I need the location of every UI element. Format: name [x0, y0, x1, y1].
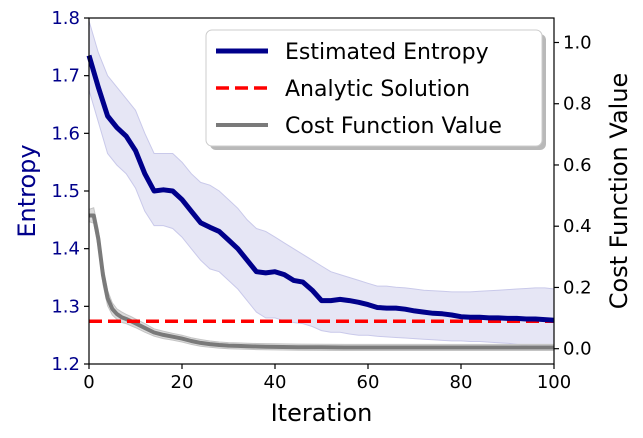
cost-function-line: [89, 213, 554, 350]
axes: 0 20 40 60 80 100 1.2 1.3 1.4 1.5 1.6 1.7 1.8 0.0 0.2 0…: [13, 8, 633, 427]
y-tick-label: 1.8: [51, 8, 80, 29]
legend-label: Estimated Entropy: [285, 40, 489, 65]
x-tick-label: 20: [171, 372, 194, 393]
y-tick-label: 1.2: [51, 354, 80, 375]
y-axis-title: Entropy: [13, 144, 41, 237]
x-tick-label: 40: [264, 372, 287, 393]
x-tick-label: 80: [450, 372, 473, 393]
legend: Estimated Entropy Analytic Solution Cost F…: [205, 29, 546, 150]
x-axis-title: Iteration: [271, 399, 373, 427]
series-lines: [86, 54, 555, 350]
legend-label: Cost Function Value: [285, 114, 502, 139]
y-tick-label: 1.3: [51, 296, 80, 317]
y-tick-label: 1.5: [51, 181, 80, 202]
y-tick-label: 1.7: [51, 66, 80, 87]
y-tick-label: 1.4: [51, 239, 80, 260]
y2-tick-label: 0.2: [563, 277, 592, 298]
estimated-entropy-line: [86, 54, 555, 323]
y-tick-label: 1.6: [51, 123, 80, 144]
y2-tick-label: 0.0: [563, 339, 592, 360]
y2-axis-title: Cost Function Value: [605, 73, 633, 310]
x-tick-label: 0: [83, 372, 94, 393]
x-tick-label: 60: [357, 372, 380, 393]
y2-tick-label: 1.0: [563, 32, 592, 53]
x-tick-label: 100: [537, 372, 571, 393]
y2-tick-label: 0.6: [563, 155, 592, 176]
y2-tick-label: 0.8: [563, 94, 592, 115]
legend-label: Analytic Solution: [285, 77, 470, 102]
legend-box: [205, 29, 543, 147]
y2-tick-label: 0.4: [563, 216, 592, 237]
